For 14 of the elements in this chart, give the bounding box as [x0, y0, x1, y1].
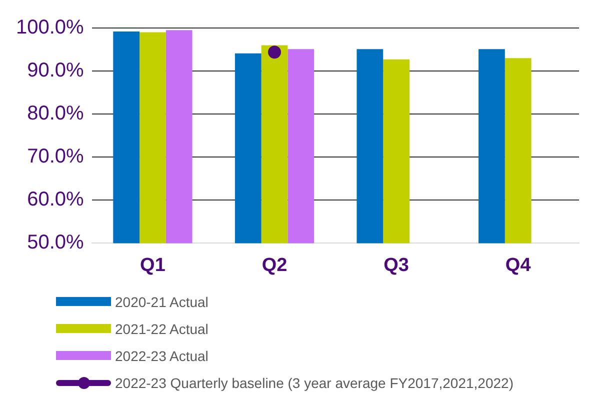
y-tick-label: 80.0% — [27, 102, 84, 125]
y-tick-label: 100.0% — [16, 16, 84, 39]
y-tick-label: 90.0% — [27, 60, 84, 82]
y-tick-label: 60.0% — [27, 188, 84, 211]
x-tick-label: Q2 — [262, 254, 288, 276]
legend-label: 2021-22 Actual — [115, 320, 208, 336]
y-tick-label: 50.0% — [27, 232, 84, 254]
y-tick-label: 70.0% — [27, 146, 84, 168]
x-tick-label: Q3 — [384, 254, 409, 276]
legend-label: 2020-21 Actual — [115, 294, 208, 310]
x-tick-label: Q4 — [505, 254, 532, 276]
legend-label: 2022-23 Actual — [115, 348, 208, 364]
x-tick-label: Q1 — [140, 254, 166, 276]
legend-label: 2022-23 Quarterly baseline (3 year average FY2017,2021,2022) — [115, 374, 514, 390]
